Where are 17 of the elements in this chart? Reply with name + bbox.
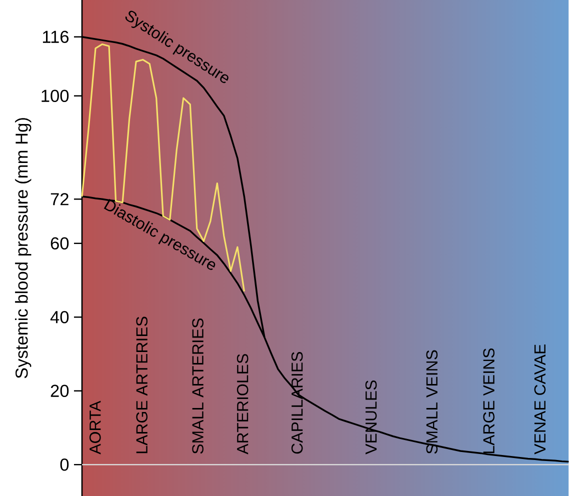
- y-tick-label: 40: [50, 310, 69, 324]
- annotation: ARTERIOLES: [236, 354, 248, 454]
- y-tick-label: 20: [50, 384, 69, 398]
- y-tick-label: 0: [60, 458, 69, 471]
- annotation: VENAE CAVAE: [534, 344, 546, 454]
- annotation: LARGE VEINS: [483, 348, 495, 454]
- y-tick-label: 60: [50, 237, 69, 250]
- annotation: AORTA: [89, 400, 101, 454]
- annotation: LARGE ARTERIES: [136, 316, 148, 454]
- y-axis-title: Systemic blood pressure (mm Hg): [15, 118, 32, 378]
- y-tick-label: 100: [42, 90, 69, 102]
- y-tick-label: 116: [42, 30, 69, 44]
- annotation: SMALL ARTERIES: [192, 318, 204, 454]
- annotation: SMALL VEINS: [426, 350, 438, 454]
- annotation: CAPILLARIES: [291, 352, 303, 454]
- annotation: VENULES: [365, 380, 377, 454]
- y-tick-label: 72: [50, 193, 68, 206]
